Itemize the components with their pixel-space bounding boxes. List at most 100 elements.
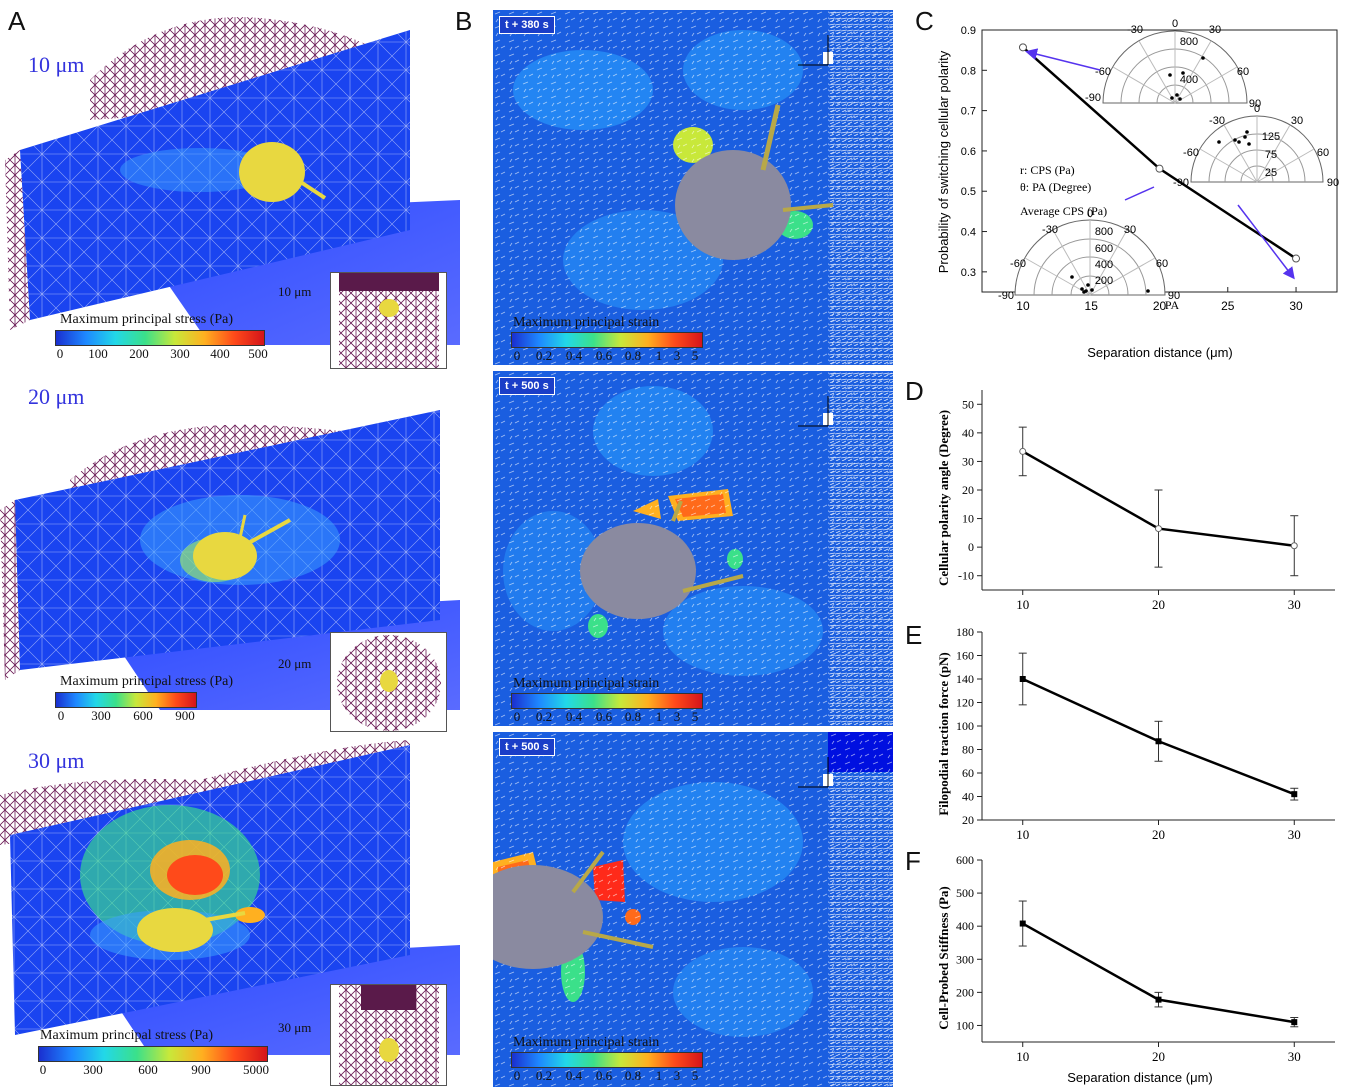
strain-colorbar-380s [511,332,703,348]
annotation-theta: θ: PA (Degree) [1020,180,1091,194]
polar-inset-20um: -30 0 30 -60 60 -90 90 125 75 25 [1173,103,1339,189]
tick: 300 [91,708,111,723]
y-tick-label: 20 [962,813,974,827]
time-stamp-500s-b: t + 500 s [499,738,555,756]
polar-inset-10um: 0 -30 30 -60 60 -90 90 800 400 [1085,18,1261,110]
ring-label: 25 [1265,167,1277,179]
tick: 0.6 [595,709,613,724]
angle-label: 30 [1124,224,1136,236]
y-tick-label: 300 [956,952,974,966]
x-tick-label: 10 [1016,827,1029,842]
y-tick-label: 80 [962,743,974,757]
data-point [1291,1019,1298,1026]
inset-scale-30um: 30 μm [278,1020,312,1035]
tick: 0.4 [565,709,583,724]
stress-colorbar-title-20um: Maximum principal stress (Pa) [60,674,234,689]
angle-label: 0 [1087,208,1093,220]
angle-label: 0 [1172,18,1178,30]
polar-inset-30um: -30 0 30 -60 60 -90 90 800 600 400 200 P… [998,208,1180,312]
tick: 600 [133,708,153,723]
tick: 900 [175,708,195,723]
data-point [1019,920,1026,927]
y-tick-label: 0 [968,540,974,554]
strain-field-500s-a: t + 500 s Maximum principal strain 0 0.2… [493,371,893,726]
strain-colorbar-title-500s-a: Maximum principal strain [513,676,660,691]
y-axis-label: Cellular polarity angle (Degree) [936,410,951,586]
tick: 300 [170,346,190,361]
ring-label: 75 [1265,149,1277,161]
time-stamp-380s: t + 380 s [499,16,555,34]
y-axis-label: Probability of switching cellular polari… [936,50,951,273]
inset-scale-10um: 10 μm [278,284,312,299]
y-tick-label: 100 [956,719,974,733]
y-tick-label: 0.3 [961,267,976,279]
tick: 0.6 [595,1068,613,1083]
tick: 5 [691,1068,699,1083]
y-tick-label: 0.8 [961,65,976,77]
x-tick-label: 30 [1289,299,1303,313]
x-tick-label: 20 [1152,827,1165,842]
strain-colorbar-500s-b [511,1052,703,1068]
data-point [1155,525,1162,533]
y-tick-label: 0.9 [961,25,976,37]
pa-axis-label: PA [1165,298,1180,312]
tick: 0.2 [535,1068,553,1083]
traction-force-chart: Filopodial traction force (pN) 20 40 60 80 1… [936,625,1335,842]
angle-label: 90 [1249,98,1261,110]
data-point [1291,791,1298,798]
top-view-inset-20um [330,632,447,732]
angle-label: -60 [1183,147,1199,159]
y-tick-label: 500 [956,886,974,900]
data-point [1155,996,1162,1003]
tick: 0.4 [565,348,583,363]
tick: 900 [191,1062,211,1077]
tick: 3 [673,709,681,724]
top-view-inset-30um [330,984,447,1086]
angle-label: 60 [1237,66,1249,78]
y-tick-label: 0.7 [961,106,976,118]
distance-label-30um: 30 μm [28,748,85,773]
panel-label-f: F [905,846,921,876]
tick: 1 [655,709,663,724]
data-point [1155,738,1162,745]
tick: 1 [655,348,663,363]
y-axis-label: Filopodial traction force (pN) [936,652,951,815]
tick: 0.4 [565,1068,583,1083]
y-tick-label: 30 [962,454,974,468]
x-tick-label: 30 [1288,1049,1301,1064]
x-axis-label: Separation distance (μm) [1087,345,1233,360]
x-tick-label: 10 [1016,597,1029,612]
distance-label-10um: 10 μm [28,52,85,77]
angle-label: -90 [1085,92,1101,104]
ring-label: 800 [1180,36,1198,48]
annotation-average-cps: Average CPS (Pa) [1020,204,1107,218]
ring-label: 800 [1095,226,1113,238]
stress-simulation-30um [0,735,460,1087]
y-tick-label: 160 [956,649,974,663]
inset-scale-20um: 20 μm [278,656,312,671]
y-tick-label: 400 [956,919,974,933]
distance-label-20um: 20 μm [28,384,85,409]
panel-label-d: D [905,376,924,406]
angle-label: -30 [1042,224,1058,236]
strain-colorbar-500s-a [511,693,703,709]
angle-label: -30 [1209,115,1225,127]
y-tick-label: 200 [956,985,974,999]
y-tick-label: 600 [956,853,974,867]
y-tick-label: 0.6 [961,146,976,158]
y-tick-label: 40 [962,790,974,804]
time-stamp-500s-a: t + 500 s [499,377,555,395]
ring-label: 125 [1262,131,1280,143]
angle-label: 0 [1254,103,1260,115]
polarity-probability-chart: 10 15 20 25 30 0.3 0.4 0.5 0.6 0.7 0.8 0.9 Separat… [936,18,1339,360]
angle-label: 90 [1168,290,1180,302]
tick: 0.8 [624,348,642,363]
stress-colorbar-title-30um: Maximum principal stress (Pa) [40,1028,214,1043]
x-tick-label: 20 [1153,299,1167,313]
angle-label: 30 [1209,24,1221,36]
ring-label: 400 [1180,74,1198,86]
panel-label-c: C [915,6,934,36]
angle-label: 60 [1156,258,1168,270]
top-view-inset-10um [330,272,447,369]
data-point [1292,254,1301,263]
